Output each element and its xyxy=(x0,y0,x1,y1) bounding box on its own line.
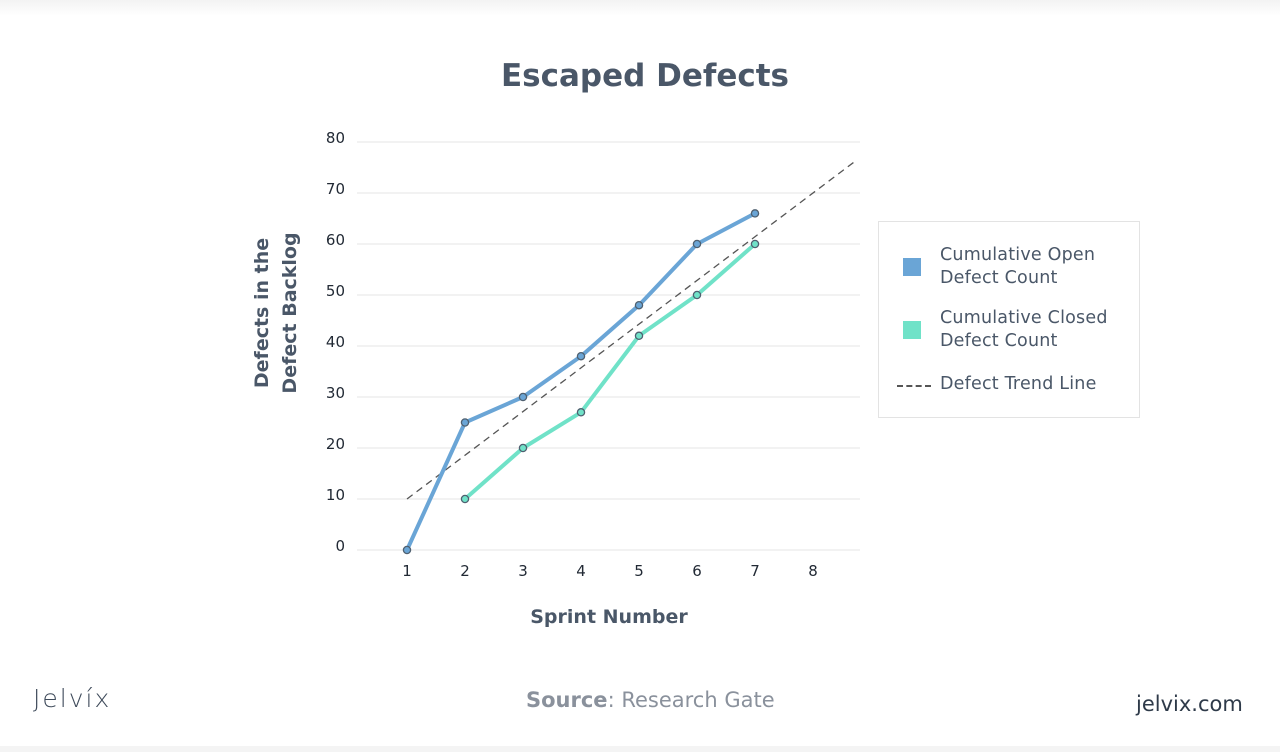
trend-line-path xyxy=(406,161,854,500)
x-tick-label: 7 xyxy=(750,562,760,580)
brand-logo: Jelvíx xyxy=(33,684,112,713)
x-axis-ticks: 1 2 3 4 5 6 7 8 xyxy=(402,562,818,580)
y-tick-label: 80 xyxy=(326,129,345,147)
y-tick-label: 0 xyxy=(335,537,345,555)
legend-item-trend: Defect Trend Line xyxy=(879,373,1141,421)
data-point xyxy=(750,239,760,249)
x-tick-label: 4 xyxy=(576,562,586,580)
data-point xyxy=(692,239,702,249)
data-point xyxy=(750,209,760,218)
series-lines xyxy=(402,209,760,555)
source-credit: Source: Research Gate xyxy=(526,688,775,712)
bottom-shade xyxy=(0,746,1280,752)
source-text: : Research Gate xyxy=(607,688,775,712)
y-axis-ticks: 0 10 20 30 40 50 60 70 80 xyxy=(326,129,345,555)
top-shade xyxy=(0,0,1280,16)
legend-label-trend: Defect Trend Line xyxy=(940,374,1097,394)
chart-legend: Cumulative Open Defect Count Cumulative … xyxy=(878,221,1140,418)
data-point xyxy=(518,392,528,402)
y-tick-label: 40 xyxy=(326,333,345,351)
gridlines xyxy=(357,141,860,551)
legend-swatch-closed xyxy=(903,321,921,339)
y-axis-title: Defects in the Defect Backlog xyxy=(251,232,301,393)
data-point xyxy=(518,443,528,453)
data-point xyxy=(634,331,644,341)
x-tick-label: 5 xyxy=(634,562,644,580)
data-point xyxy=(576,351,586,361)
y-axis-title-line-1: Defects in the xyxy=(251,238,273,388)
site-link[interactable]: jelvix.com xyxy=(1136,692,1243,716)
legend-item-open: Cumulative Open Defect Count xyxy=(879,244,1141,292)
data-point xyxy=(634,300,644,310)
legend-label-open: Cumulative Open Defect Count xyxy=(940,245,1096,288)
y-tick-label: 10 xyxy=(326,486,345,504)
y-tick-label: 20 xyxy=(326,435,345,453)
data-point xyxy=(692,290,702,300)
legend-label-closed: Cumulative Closed Defect Count xyxy=(940,308,1108,351)
y-tick-label: 60 xyxy=(326,231,345,249)
data-point xyxy=(402,545,412,555)
y-tick-label: 50 xyxy=(326,282,345,300)
x-tick-label: 2 xyxy=(460,562,470,580)
x-tick-label: 8 xyxy=(808,562,818,580)
data-point xyxy=(460,418,470,427)
trend-line xyxy=(406,161,854,500)
x-axis-title: Sprint Number xyxy=(530,606,688,628)
series-line-1 xyxy=(463,242,757,501)
y-tick-label: 70 xyxy=(326,180,345,198)
y-axis-title-line-2: Defect Backlog xyxy=(279,232,301,393)
x-tick-label: 1 xyxy=(402,562,412,580)
x-tick-label: 3 xyxy=(518,562,528,580)
legend-item-closed: Cumulative Closed Defect Count xyxy=(879,307,1141,355)
series-line-0 xyxy=(405,211,757,552)
x-tick-label: 6 xyxy=(692,562,702,580)
source-label: Source xyxy=(526,688,608,712)
chart-title: Escaped Defects xyxy=(501,58,789,94)
legend-dash-trend xyxy=(897,385,931,387)
data-point xyxy=(460,494,470,504)
legend-swatch-open xyxy=(903,258,921,276)
y-tick-label: 30 xyxy=(326,384,345,402)
data-point xyxy=(576,408,586,417)
